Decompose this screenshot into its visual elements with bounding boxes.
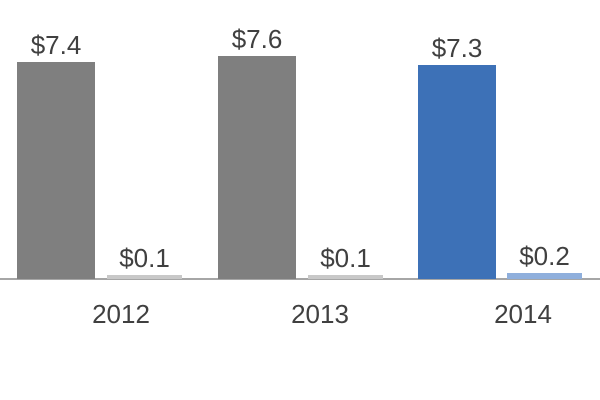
category-label-2013: 2013 [291,299,349,329]
value-label-2012-primary: $7.4 [30,30,82,60]
value-label-2013-primary: $7.6 [231,24,283,54]
category-label-2014: 2014 [494,299,552,329]
value-label-2014-primary: $7.3 [431,33,483,63]
bar-2013-secondary [308,275,383,279]
value-label-2014-secondary: $0.2 [519,241,570,271]
value-label-2013-secondary: $0.1 [320,243,371,273]
bar-2014-primary [418,65,496,279]
bar-2013-primary [218,56,296,279]
value-label-2012-secondary: $0.1 [119,243,170,273]
bar-2014-secondary [507,273,582,279]
category-label-2012: 2012 [92,299,150,329]
bar-2012-primary [17,62,95,279]
x-axis-line [0,278,600,280]
bar-2012-secondary [107,275,182,279]
